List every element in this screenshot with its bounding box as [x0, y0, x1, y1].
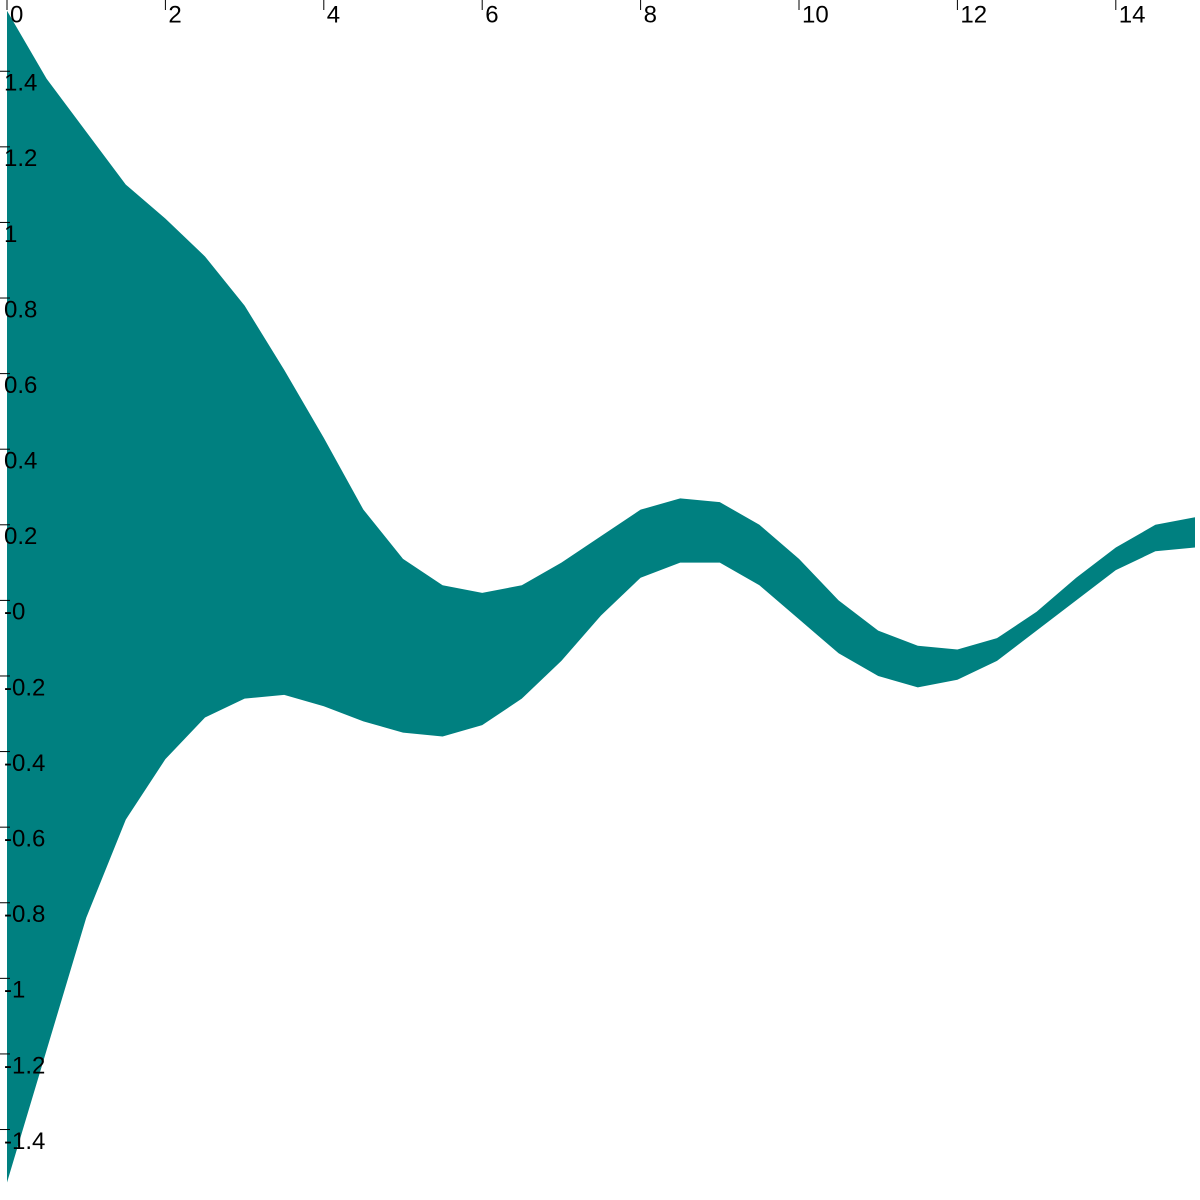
- y-tick-label: -0.4: [4, 750, 45, 777]
- x-tick-label: 8: [644, 1, 657, 28]
- x-tick-label: 10: [802, 1, 829, 28]
- x-tick-label: 4: [327, 1, 340, 28]
- y-tick-label: 0.6: [4, 372, 37, 399]
- y-tick-label: 1.4: [4, 70, 37, 97]
- y-tick-label: -1.4: [4, 1128, 45, 1155]
- x-tick-label: 14: [1119, 1, 1146, 28]
- x-tick-label: 6: [485, 1, 498, 28]
- y-tick-label: 1: [4, 221, 17, 248]
- x-tick-label: 0: [10, 1, 23, 28]
- y-tick-label: -0.2: [4, 674, 45, 701]
- x-tick-label: 12: [960, 1, 987, 28]
- y-tick-label: -1: [4, 977, 25, 1004]
- y-tick-label: -0: [4, 599, 25, 626]
- band-area: [7, 10, 1195, 1183]
- y-tick-label: 0.2: [4, 523, 37, 550]
- x-tick-label: 2: [168, 1, 181, 28]
- y-tick-label: 1.2: [4, 145, 37, 172]
- y-tick-label: 0.4: [4, 448, 37, 475]
- y-tick-label: -0.8: [4, 901, 45, 928]
- y-tick-label: -0.6: [4, 826, 45, 853]
- y-tick-label: -1.2: [4, 1052, 45, 1079]
- y-tick-label: 0.8: [4, 296, 37, 323]
